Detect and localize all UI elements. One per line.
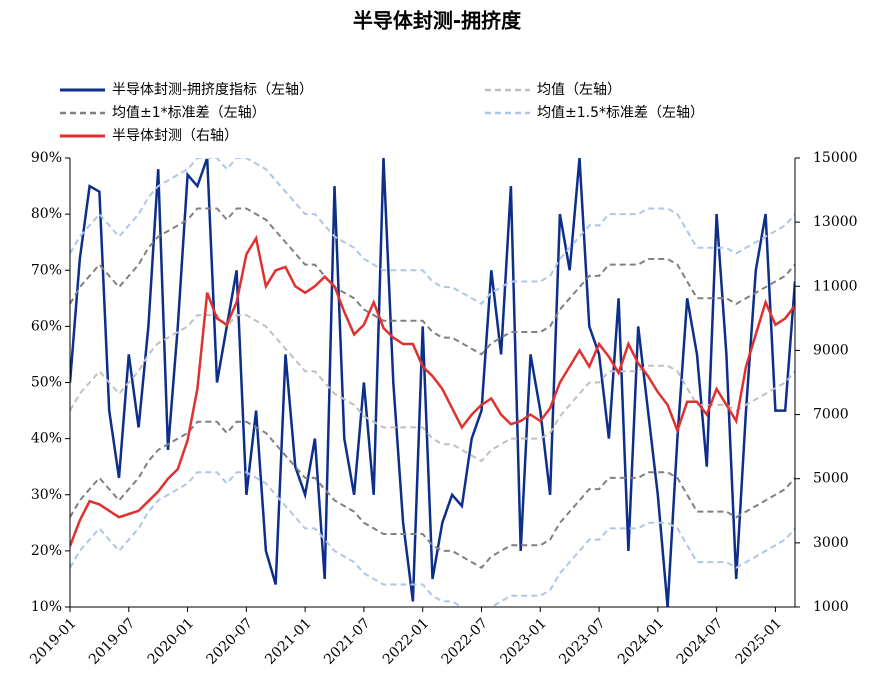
- x-tick-label: 2019-07: [86, 615, 138, 667]
- x-tick-label: 2021-01: [262, 615, 314, 667]
- x-tick-label: 2022-01: [380, 615, 432, 667]
- y2-tick-label: 7000: [813, 407, 849, 423]
- y-tick-label: 90%: [31, 150, 62, 166]
- x-tick-label: 2019-01: [27, 615, 79, 667]
- y-tick-label: 10%: [31, 599, 62, 615]
- legend-label: 均值（左轴）: [537, 82, 621, 98]
- y2-tick-label: 5000: [813, 471, 849, 487]
- y2-tick-label: 9000: [813, 342, 849, 358]
- series-line: [70, 234, 795, 547]
- series-line: [70, 158, 795, 306]
- plot-area: [70, 158, 795, 607]
- legend-label: 均值±1.5*标准差（左轴）: [537, 105, 704, 121]
- y2-tick-label: 11000: [813, 278, 858, 294]
- y-tick-label: 60%: [31, 318, 62, 334]
- x-tick-label: 2023-01: [497, 615, 549, 667]
- legend-label: 半导体封测（右轴）: [112, 128, 238, 144]
- x-tick-label: 2024-01: [615, 615, 667, 667]
- x-tick-label: 2022-07: [439, 615, 491, 667]
- chart-title: 半导体封测-拥挤度: [353, 9, 522, 33]
- y-tick-label: 80%: [31, 206, 62, 222]
- x-tick-label: 2025-01: [733, 615, 785, 667]
- y-tick-label: 40%: [31, 431, 62, 447]
- y2-tick-label: 13000: [813, 214, 858, 230]
- series-line: [70, 158, 795, 607]
- x-tick-label: 2023-07: [556, 615, 608, 667]
- series-line: [70, 420, 795, 569]
- x-tick-label: 2024-07: [674, 615, 726, 667]
- y-tick-label: 50%: [31, 375, 62, 391]
- series-line: [70, 471, 795, 607]
- x-tick-label: 2020-01: [145, 615, 197, 667]
- y2-tick-label: 3000: [813, 535, 849, 551]
- y-tick-label: 20%: [31, 543, 62, 559]
- series-line: [70, 314, 795, 463]
- series-line: [70, 207, 795, 356]
- x-tick-label: 2021-07: [321, 615, 373, 667]
- y2-tick-label: 15000: [813, 150, 858, 166]
- legend-label: 均值±1*标准差（左轴）: [112, 105, 266, 121]
- y2-tick-label: 1000: [813, 599, 849, 615]
- x-tick-label: 2020-07: [204, 615, 256, 667]
- y-tick-label: 70%: [31, 262, 62, 278]
- y-tick-label: 30%: [31, 487, 62, 503]
- legend-label: 半导体封测-拥挤度指标（左轴）: [112, 82, 313, 98]
